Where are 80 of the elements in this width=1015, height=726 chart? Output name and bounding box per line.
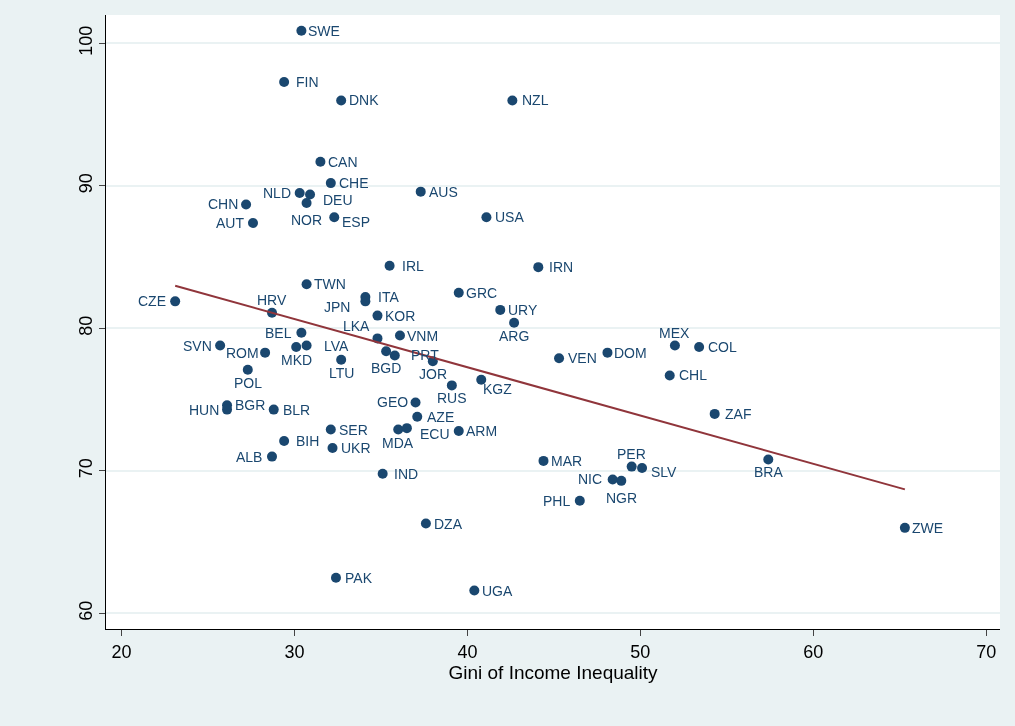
data-label: IRL	[402, 258, 424, 274]
data-label: ARM	[466, 423, 498, 439]
data-label: MKD	[281, 352, 313, 368]
data-label: SWE	[308, 23, 340, 39]
data-label: MAR	[551, 453, 583, 469]
data-label: USA	[495, 209, 525, 225]
x-tick-label: 20	[111, 641, 132, 662]
x-tick-label: 50	[630, 641, 651, 662]
data-label: ZWE	[912, 520, 944, 536]
data-label: RUS	[437, 390, 467, 406]
data-label: LTU	[329, 365, 355, 381]
x-tick-label: 60	[803, 641, 824, 662]
data-label: PER	[617, 446, 646, 462]
data-label: SVN	[183, 338, 212, 354]
data-label: NGR	[606, 490, 638, 506]
data-label: BRA	[754, 464, 784, 480]
data-label: ZAF	[725, 406, 752, 422]
data-label: UKR	[341, 440, 371, 456]
data-label: DZA	[434, 516, 463, 532]
data-label: MDA	[382, 435, 414, 451]
data-label: VEN	[568, 350, 597, 366]
data-label: DNK	[349, 92, 380, 108]
data-label: BLR	[283, 402, 311, 418]
data-label: URY	[508, 302, 538, 318]
data-label: ITA	[378, 289, 400, 305]
data-label: GRC	[466, 285, 498, 301]
data-label: VNM	[407, 328, 439, 344]
data-label: HRV	[257, 292, 287, 308]
data-label: IRN	[549, 259, 574, 275]
data-label: HUN	[189, 402, 220, 418]
data-label: CHL	[679, 367, 708, 383]
data-label: BIH	[296, 433, 320, 449]
data-label: AUS	[429, 184, 458, 200]
data-label: PHL	[543, 493, 571, 509]
data-label: CAN	[328, 154, 358, 170]
data-label: NOR	[291, 212, 323, 228]
data-label: GEO	[377, 394, 409, 410]
data-label: LKA	[343, 318, 371, 334]
data-label: BGD	[371, 360, 402, 376]
x-axis-title: Gini of Income Inequality	[448, 661, 659, 683]
y-tick-label: 100	[75, 25, 96, 56]
data-label: CHE	[339, 175, 369, 191]
data-label: CHN	[208, 196, 239, 212]
data-label: BGR	[235, 397, 266, 413]
data-label: TWN	[314, 276, 346, 292]
data-label: KOR	[385, 308, 416, 324]
data-label: AUT	[216, 215, 245, 231]
data-label: ARG	[499, 328, 530, 344]
data-label: NIC	[578, 471, 603, 487]
data-label: SLV	[651, 464, 678, 480]
data-label: ECU	[420, 426, 450, 442]
data-label: LVA	[324, 338, 350, 354]
data-label: KGZ	[483, 381, 513, 397]
data-label: SER	[339, 422, 368, 438]
data-label: CZE	[138, 293, 166, 309]
data-label: IND	[394, 466, 419, 482]
data-label: POL	[234, 375, 263, 391]
data-label: JPN	[324, 299, 351, 315]
y-tick-label: 70	[75, 458, 96, 479]
y-tick-label: 60	[75, 600, 96, 621]
data-label: DEU	[323, 192, 353, 208]
data-label: ESP	[342, 214, 371, 230]
data-label: UGA	[482, 583, 513, 599]
x-tick-label: 30	[284, 641, 305, 662]
data-label: BEL	[265, 325, 292, 341]
data-label: NZL	[522, 92, 549, 108]
data-label: ALB	[236, 449, 263, 465]
y-tick-label: 90	[75, 173, 96, 194]
data-label: AZE	[427, 409, 455, 425]
data-label: JOR	[419, 366, 447, 382]
data-label: MEX	[659, 325, 690, 341]
data-label: PAK	[345, 570, 373, 586]
data-label: COL	[708, 339, 737, 355]
x-tick-label: 70	[976, 641, 997, 662]
y-tick-label: 80	[75, 315, 96, 336]
data-label: ROM	[226, 345, 259, 361]
x-tick-label: 40	[457, 641, 478, 662]
data-label: NLD	[263, 185, 292, 201]
data-label: FIN	[296, 74, 319, 90]
data-label: DOM	[614, 345, 647, 361]
